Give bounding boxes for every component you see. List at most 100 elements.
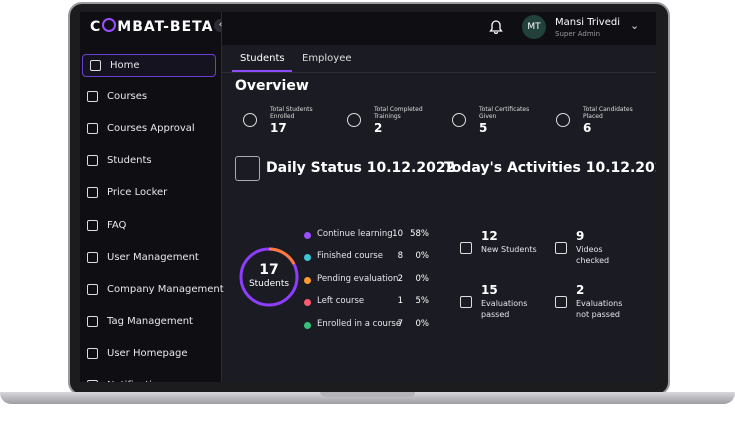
legend-count: 2: [397, 273, 403, 284]
nav-icon: [90, 60, 101, 71]
bell-icon[interactable]: [489, 18, 503, 34]
activity-icon: [460, 242, 472, 254]
avatar[interactable]: MT: [522, 15, 546, 39]
stat-icon: [347, 113, 361, 127]
activity-icon: [460, 296, 472, 308]
activity-label: New Students: [481, 245, 537, 254]
activity-label: Videos checked: [576, 245, 610, 265]
nav-item[interactable]: Students: [80, 150, 216, 171]
nav-icon: [87, 380, 98, 382]
legend-percent: 0%: [415, 273, 430, 284]
notch: [320, 392, 415, 397]
section-title: Overview: [235, 78, 309, 94]
logo-icon: [102, 18, 117, 32]
stat-label: Total Certificates Given: [479, 106, 530, 120]
logo-text: MBAT-BETA: [117, 19, 214, 35]
topbar: MT Mansi Trivedi Super Admin ⌄: [222, 12, 656, 45]
donut-label: Students: [248, 279, 290, 289]
nav-item[interactable]: Courses Approval: [80, 118, 216, 139]
logo: C MBAT-BETA: [90, 18, 213, 35]
stat-icon: [243, 113, 257, 127]
legend-label: Pending evaluation: [317, 273, 399, 284]
stat-value: 17: [270, 121, 287, 135]
nav-icon: [87, 123, 98, 135]
nav-item[interactable]: Company Management: [80, 279, 224, 300]
legend-percent: 0%: [415, 251, 430, 262]
legend-count: 8: [397, 251, 403, 262]
stat-label: Total Completed Trainings: [374, 106, 423, 120]
legend-label: Continue learning: [317, 229, 393, 239]
activity-card act[interactable]: 12 New Students: [453, 225, 543, 273]
laptop-base: [0, 392, 735, 404]
activity-icon: [555, 242, 567, 254]
activity-value: 12: [481, 229, 498, 243]
sidebar: C MBAT-BETA ‹ Home Courses Courses Approval…: [80, 12, 227, 382]
nav-icon: [87, 315, 98, 327]
nav-icon: [87, 91, 98, 103]
stat-card card[interactable]: Total Candidates Placed 6: [548, 100, 646, 140]
legend-label: Finished course: [317, 251, 383, 262]
nav-label: User Management: [107, 251, 199, 263]
activity-card act[interactable]: 9 Videos checked: [548, 225, 638, 273]
activities-panel panel: 12 New Students 9 Videos checked 15 Evaluatio…: [445, 190, 648, 382]
stat-value: 6: [583, 121, 592, 135]
dropdown-arrow[interactable]: ⌄: [630, 19, 640, 32]
legend-count: 7: [397, 318, 403, 329]
tab[interactable]: Employee: [302, 53, 352, 64]
donut-total: 17: [259, 262, 279, 278]
stat-value: 5: [479, 121, 488, 135]
nav-icon: [87, 187, 98, 199]
nav-item[interactable]: User Management: [80, 247, 216, 268]
calendar-icon[interactable]: [235, 156, 260, 181]
activity-card act[interactable]: 2 Evaluations not passed: [548, 279, 638, 327]
legend-dot: [304, 254, 311, 262]
legend-label: Enrolled in a course: [317, 318, 402, 329]
stat-label: Total Candidates Placed: [583, 106, 633, 120]
stat-value: 2: [374, 121, 383, 135]
tab-underline: [232, 70, 292, 72]
activity-value: 15: [481, 283, 498, 297]
daily-panel panel: 17 Students Continue learning 10 58% Finished…: [235, 190, 437, 382]
legend-dot: [304, 321, 311, 329]
nav-label: Notifications: [107, 380, 170, 382]
nav-item[interactable]: Courses: [80, 86, 216, 107]
tab[interactable]: Students: [240, 53, 285, 64]
nav-icon: [87, 219, 98, 231]
nav-item[interactable]: Home: [82, 54, 216, 77]
activity-value: 2: [576, 283, 585, 297]
nav-label: Company Management: [107, 283, 224, 295]
stat-card card[interactable]: Total Completed Trainings 2: [339, 100, 437, 140]
nav-icon: [87, 347, 98, 359]
nav-label: Courses Approval: [107, 123, 195, 135]
stat-icon: [452, 113, 466, 127]
activity-value: 9: [576, 229, 585, 243]
nav-icon: [87, 251, 98, 263]
activity-label: Evaluations passed: [481, 299, 528, 319]
user-name: Mansi Trivedi: [555, 17, 620, 28]
daily-title: Daily Status 10.12.2022: [266, 160, 456, 176]
legend-dot: [304, 299, 311, 307]
legend-dot: [304, 232, 311, 239]
nav-item[interactable]: Tag Management: [80, 311, 216, 332]
nav-item[interactable]: Notifications: [80, 375, 216, 382]
nav-label: Students: [107, 155, 152, 167]
legend-percent: 58%: [410, 229, 429, 239]
activity-icon: [555, 296, 567, 308]
stat-icon: [556, 113, 570, 127]
activity-card act[interactable]: 15 Evaluations passed: [453, 279, 543, 327]
nav-icon: [87, 155, 98, 167]
stat-label: Total Students Enrolled: [270, 106, 313, 120]
activities-title: Today's Activities 10.12.2022: [444, 160, 656, 176]
legend-dot: [304, 276, 311, 284]
tab-divider: [222, 72, 656, 73]
nav-item[interactable]: Price Locker: [80, 182, 216, 203]
legend-label: Left course: [317, 296, 365, 307]
nav-item[interactable]: FAQ: [80, 215, 216, 236]
stat-card card[interactable]: Total Students Enrolled 17: [235, 100, 333, 140]
nav-label: Home: [110, 60, 140, 71]
stat-card card[interactable]: Total Certificates Given 5: [444, 100, 542, 140]
nav-item[interactable]: User Homepage: [80, 343, 216, 364]
nav-label: FAQ: [107, 219, 127, 231]
legend-count: 1: [397, 296, 403, 307]
